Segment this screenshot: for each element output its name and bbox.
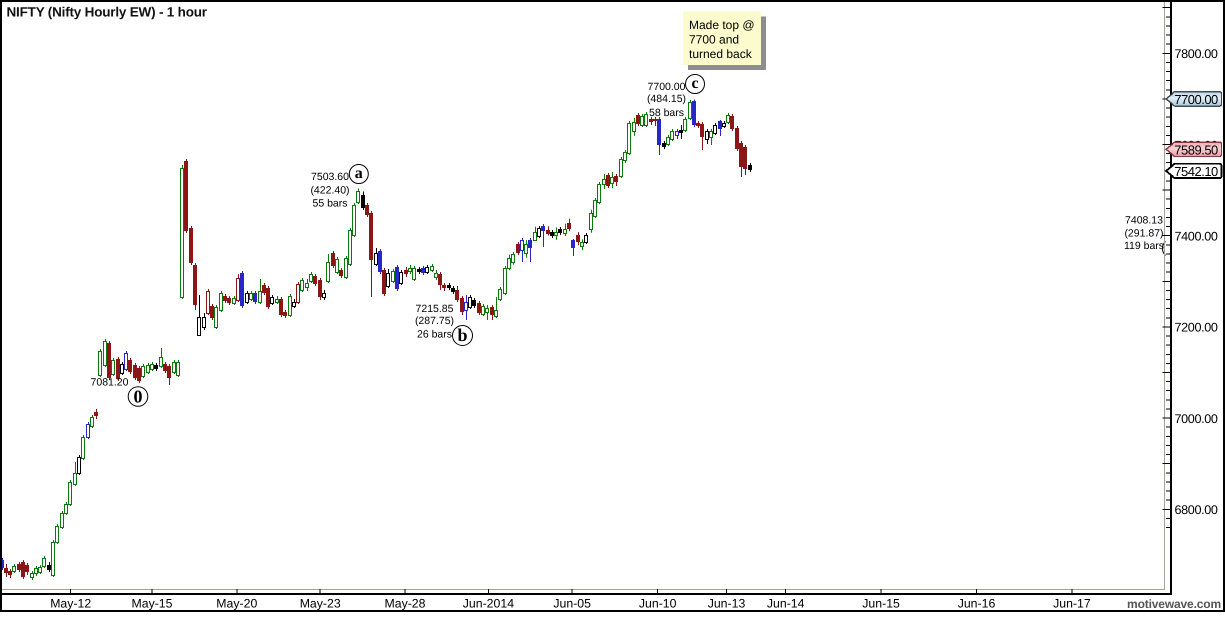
svg-text:turned back: turned back <box>689 47 753 61</box>
svg-text:(422.40): (422.40) <box>310 185 349 197</box>
svg-text:May-28: May-28 <box>384 597 425 611</box>
svg-text:58 bars: 58 bars <box>649 107 684 119</box>
svg-text:May-15: May-15 <box>131 597 172 611</box>
svg-text:Jun-14: Jun-14 <box>767 597 805 611</box>
svg-text:7081.20: 7081.20 <box>91 377 129 389</box>
svg-text:55 bars: 55 bars <box>312 198 347 210</box>
svg-text:7700 and: 7700 and <box>689 32 739 46</box>
svg-text:Jun-15: Jun-15 <box>862 597 900 611</box>
svg-text:Made top @: Made top @ <box>689 18 755 32</box>
svg-text:7400.00: 7400.00 <box>1175 230 1218 244</box>
svg-text:7200.00: 7200.00 <box>1175 321 1218 335</box>
svg-text:May-20: May-20 <box>216 597 257 611</box>
svg-text:7700.00: 7700.00 <box>1174 92 1218 107</box>
svg-text:Jun-16: Jun-16 <box>958 597 996 611</box>
svg-text:119 bars: 119 bars <box>1124 240 1164 252</box>
svg-text:7800.00: 7800.00 <box>1175 47 1218 61</box>
svg-text:May-23: May-23 <box>300 597 341 611</box>
svg-text:7503.60: 7503.60 <box>311 171 349 183</box>
svg-text:b: b <box>457 325 467 345</box>
svg-text:motivewave.com: motivewave.com <box>1127 597 1221 611</box>
svg-text:c: c <box>691 75 698 92</box>
svg-text:7542.10: 7542.10 <box>1174 164 1218 179</box>
svg-text:0: 0 <box>134 387 143 407</box>
svg-text:Jun-13: Jun-13 <box>708 597 746 611</box>
svg-text:7408.13: 7408.13 <box>1125 214 1163 226</box>
svg-text:7700.00: 7700.00 <box>648 81 686 93</box>
svg-text:7589.50: 7589.50 <box>1174 142 1218 157</box>
svg-text:7215.85: 7215.85 <box>416 303 454 315</box>
svg-text:Jun-17: Jun-17 <box>1053 597 1091 611</box>
svg-text:(287.75): (287.75) <box>415 315 454 327</box>
svg-text:7000.00: 7000.00 <box>1175 412 1218 426</box>
svg-text:6800.00: 6800.00 <box>1175 503 1218 517</box>
svg-text:a: a <box>355 165 363 182</box>
svg-text:Jun-2014: Jun-2014 <box>463 597 514 611</box>
svg-text:Jun-10: Jun-10 <box>639 597 677 611</box>
svg-text:(484.15): (484.15) <box>647 93 686 105</box>
svg-text:26 bars: 26 bars <box>417 329 452 341</box>
svg-text:Jun-05: Jun-05 <box>553 597 591 611</box>
svg-text:May-12: May-12 <box>50 597 91 611</box>
svg-text:(291.87): (291.87) <box>1124 227 1163 239</box>
svg-text:NIFTY (Nifty Hourly EW) - 1 ho: NIFTY (Nifty Hourly EW) - 1 hour <box>7 5 208 20</box>
